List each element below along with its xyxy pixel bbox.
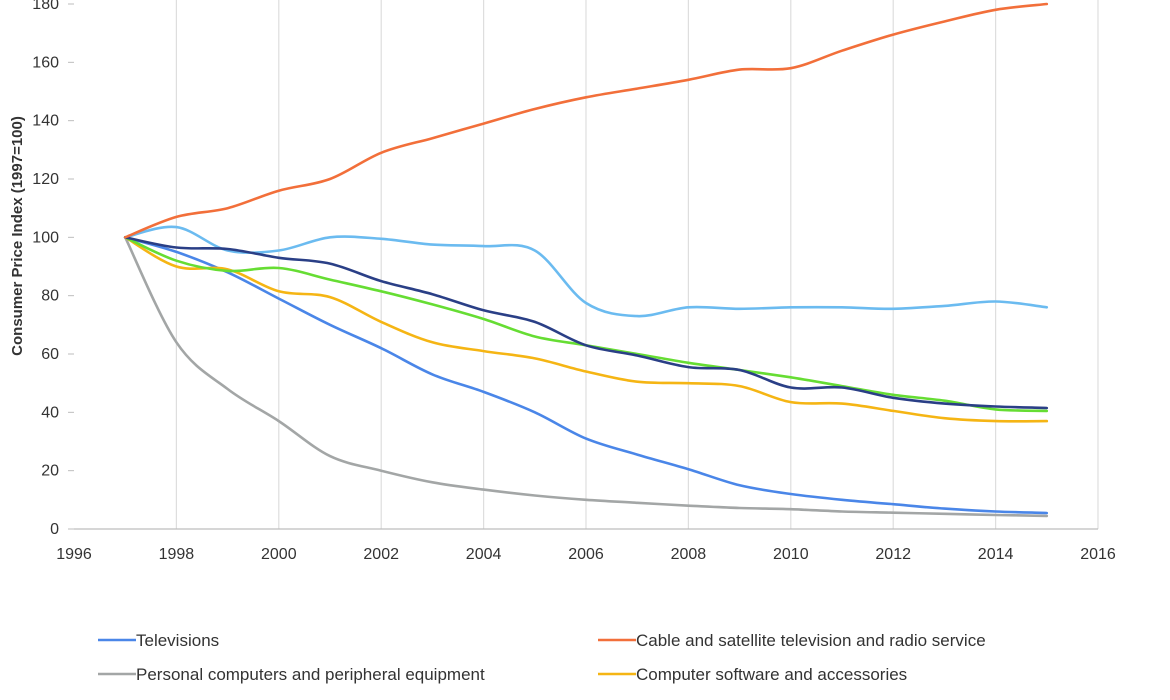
- y-tick-label-0: 0: [50, 521, 59, 538]
- x-tick-label-2002: 2002: [363, 546, 399, 563]
- legend-label-2: Personal computers and peripheral equipm…: [136, 665, 485, 684]
- series-line-6: [123, 236, 1049, 410]
- x-tick-label-2004: 2004: [466, 546, 502, 563]
- series-line-1: [123, 2, 1049, 239]
- x-tick-label-2016: 2016: [1080, 546, 1116, 563]
- axes: 1996 1998 2000 2002 2004 2006 2008 2010 2012 2014…: [32, 0, 1116, 563]
- x-tick-label-2000: 2000: [261, 546, 297, 563]
- series-line-3: [123, 236, 1049, 423]
- y-tick-label-140: 140: [32, 113, 59, 130]
- legend-label-3: Computer software and accessories: [636, 665, 907, 684]
- legend-label-1: Cable and satellite television and radio…: [636, 631, 986, 650]
- series-lines: [123, 2, 1049, 518]
- x-tick-label-2012: 2012: [875, 546, 911, 563]
- legend: Televisions Cable and satellite televisio…: [98, 631, 986, 684]
- series-line-0: [123, 236, 1049, 515]
- y-tick-label-180: 180: [32, 0, 59, 13]
- y-axis-title: Consumer Price Index (1997=100): [9, 116, 26, 356]
- y-tick-label-160: 160: [32, 54, 59, 71]
- y-tick-label-120: 120: [32, 171, 59, 188]
- legend-label-0: Televisions: [136, 631, 219, 650]
- y-tick-label-20: 20: [41, 463, 59, 480]
- x-tick-label-1996: 1996: [56, 546, 92, 563]
- y-tick-label-80: 80: [41, 288, 59, 305]
- series-line-2: [123, 236, 1049, 518]
- x-tick-label-2006: 2006: [568, 546, 604, 563]
- y-tick-label-100: 100: [32, 229, 59, 246]
- x-tick-label-2014: 2014: [978, 546, 1014, 563]
- x-tick-label-2010: 2010: [773, 546, 809, 563]
- y-tick-label-40: 40: [41, 404, 59, 421]
- gridlines: [175, 0, 1099, 529]
- x-tick-label-1998: 1998: [159, 546, 195, 563]
- x-tick-label-2008: 2008: [671, 546, 707, 563]
- y-tick-label-60: 60: [41, 346, 59, 363]
- series-line-4: [123, 225, 1049, 318]
